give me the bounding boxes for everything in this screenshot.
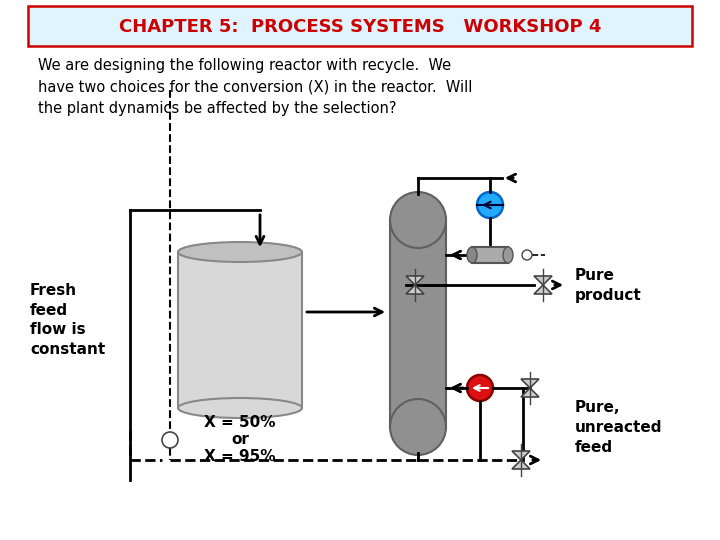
Ellipse shape — [390, 399, 446, 455]
Text: We are designing the following reactor with recycle.  We
have two choices for th: We are designing the following reactor w… — [38, 58, 472, 116]
Polygon shape — [534, 276, 552, 294]
Bar — [390, 220, 446, 427]
Circle shape — [477, 192, 503, 218]
Text: X = 95%: X = 95% — [204, 449, 276, 464]
Bar — [472, 247, 508, 263]
Ellipse shape — [178, 242, 302, 262]
Text: CHAPTER 5:  PROCESS SYSTEMS   WORKSHOP 4: CHAPTER 5: PROCESS SYSTEMS WORKSHOP 4 — [119, 18, 601, 36]
Polygon shape — [512, 451, 530, 469]
Text: Fresh
feed
flow is
constant: Fresh feed flow is constant — [30, 283, 105, 357]
Ellipse shape — [390, 192, 446, 248]
Circle shape — [522, 250, 532, 260]
Circle shape — [467, 375, 493, 401]
Text: X = 50%: X = 50% — [204, 415, 276, 430]
Text: Pure,
unreacted
feed: Pure, unreacted feed — [575, 400, 662, 455]
Text: or: or — [231, 432, 249, 447]
Polygon shape — [406, 276, 424, 294]
Ellipse shape — [467, 247, 477, 263]
Bar — [178, 252, 302, 408]
Circle shape — [162, 432, 178, 448]
Ellipse shape — [178, 398, 302, 418]
FancyBboxPatch shape — [28, 6, 692, 46]
Text: Pure
product: Pure product — [575, 268, 642, 303]
Ellipse shape — [503, 247, 513, 263]
Polygon shape — [521, 379, 539, 397]
